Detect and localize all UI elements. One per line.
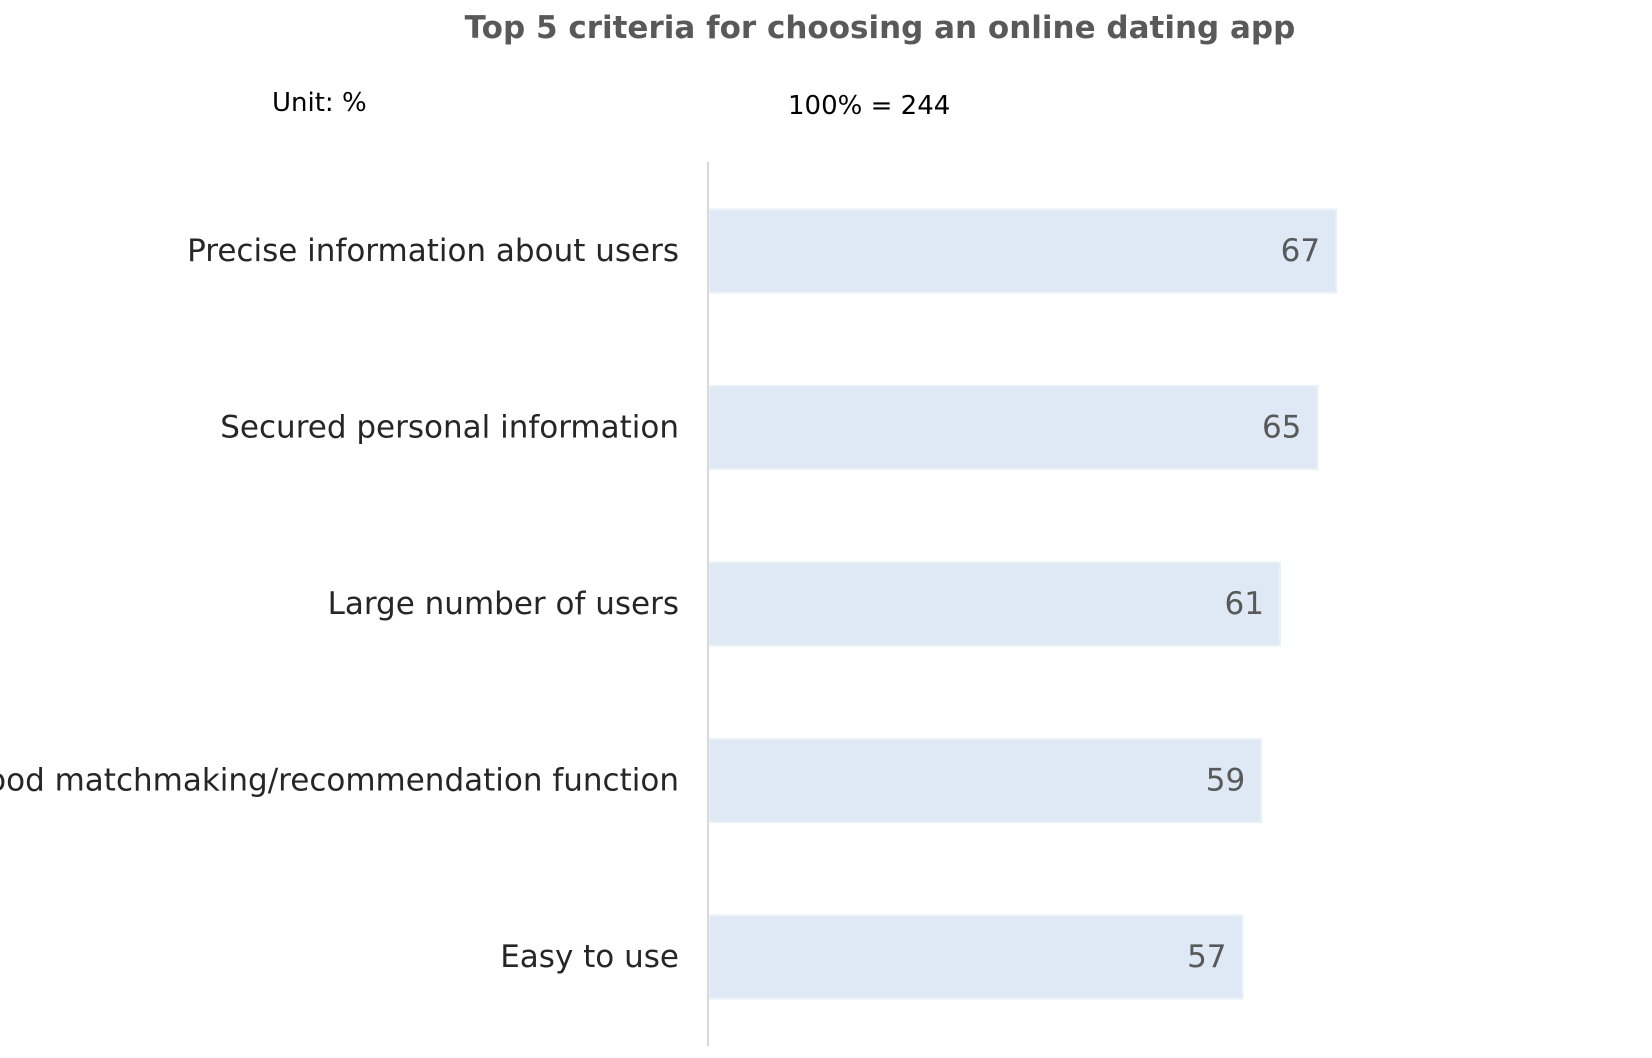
value-label-3: 61 (1225, 586, 1264, 622)
category-label-4: Good matchmaking/recommendation function (0, 763, 679, 799)
base-note: 100% = 244 (788, 91, 951, 121)
bar-1 (708, 208, 1338, 294)
chart-title: Top 5 criteria for choosing an online da… (464, 10, 1296, 46)
bar-3 (708, 561, 1281, 647)
value-label-4: 59 (1206, 763, 1245, 799)
bar-4 (708, 738, 1263, 823)
unit-note: Unit: % (272, 88, 367, 118)
category-label-1: Precise information about users (187, 233, 679, 269)
category-label-2: Secured personal information (220, 410, 679, 446)
category-label-5: Easy to use (500, 939, 679, 975)
value-label-1: 67 (1281, 233, 1320, 269)
category-label-3: Large number of users (328, 586, 679, 622)
value-label-2: 65 (1262, 410, 1301, 446)
bar-5 (708, 914, 1244, 1000)
bar-2 (708, 385, 1319, 470)
value-label-5: 57 (1187, 939, 1226, 975)
